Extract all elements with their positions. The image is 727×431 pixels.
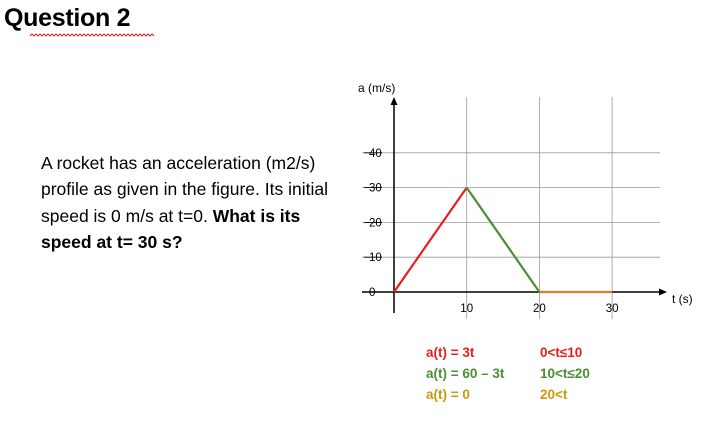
legend-expr-3: a(t) = 0	[426, 387, 470, 402]
y-tick-label-10: 10	[369, 252, 382, 264]
question-heading: Question 2	[4, 3, 154, 37]
problem-question: What is its speed at t= 30 s?	[41, 205, 301, 252]
legend-expr-2: a(t) = 60 – 3t	[426, 366, 505, 381]
x-tick-label-20: 20	[533, 303, 546, 315]
x-axis-arrowhead	[659, 288, 667, 296]
piecewise-legend-ranges: 0<t≤10 10<t≤20 20<t	[540, 342, 590, 405]
chart-grid	[362, 97, 660, 319]
problem-text: A rocket has an acceleration (m2/s) prof…	[41, 153, 328, 226]
legend-range-2: 10<t≤20	[540, 366, 590, 381]
question-title: Question 2	[4, 4, 131, 32]
x-axis-label: t (s)	[672, 292, 693, 306]
problem-statement: A rocket has an acceleration (m2/s) prof…	[41, 150, 341, 255]
chart-ticks: 0 10 20 30 40 10 20 30	[364, 148, 618, 315]
spellcheck-underline	[30, 33, 154, 37]
y-tick-label-40: 40	[369, 148, 382, 160]
series-segment-1	[393, 186, 468, 293]
chart-series	[393, 186, 613, 294]
x-tick-label-30: 30	[606, 303, 619, 315]
legend-expr-1: a(t) = 3t	[426, 345, 475, 360]
chart-axes	[362, 97, 667, 313]
y-axis-label: a (m/s)	[358, 81, 395, 95]
y-axis-arrowhead	[390, 97, 398, 105]
y-tick-label-20: 20	[369, 217, 382, 229]
legend-range-1: 0<t≤10	[540, 345, 583, 360]
legend-range-3: 20<t	[540, 387, 568, 402]
series-segment-2	[465, 186, 541, 293]
x-tick-label-10: 10	[460, 303, 473, 315]
y-tick-label-30: 30	[369, 183, 382, 195]
y-tick-label-0: 0	[369, 287, 375, 299]
piecewise-legend-expressions: a(t) = 3t a(t) = 60 – 3t a(t) = 0	[426, 342, 504, 405]
